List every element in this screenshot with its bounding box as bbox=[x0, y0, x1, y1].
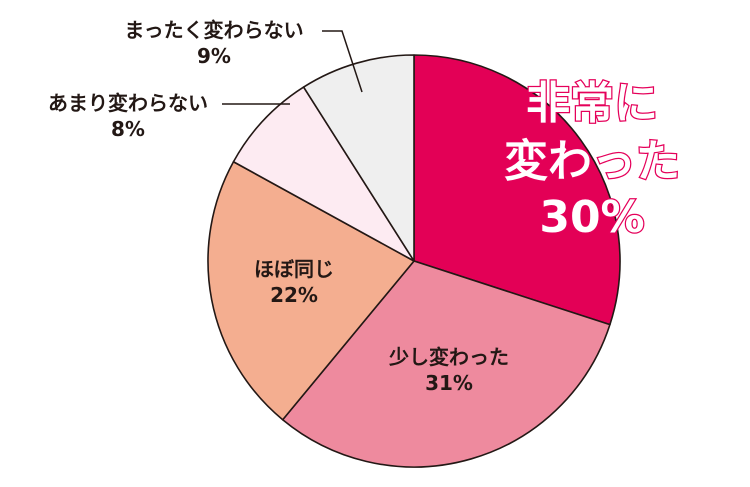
pie-slice-4 bbox=[232, 86, 415, 262]
pie-slice-3 bbox=[207, 160, 415, 421]
slice-label: 変わった bbox=[504, 136, 680, 187]
slice-label: あまり変わらない bbox=[48, 91, 208, 115]
pie-slice-2 bbox=[281, 260, 611, 468]
slice-label: まったく変わらない bbox=[124, 18, 303, 42]
slice-label: 非常に bbox=[526, 78, 658, 129]
leader-line bbox=[322, 30, 363, 93]
slice-value-label: 22% bbox=[270, 283, 318, 307]
slice-value-label: 31% bbox=[425, 371, 473, 395]
slice-value-label: 8% bbox=[111, 117, 145, 141]
pie-slice-5 bbox=[302, 54, 415, 262]
slice-label: ほぼ同じ bbox=[254, 257, 334, 281]
pie-slice-1 bbox=[413, 54, 621, 326]
slice-label: 少し変わった bbox=[388, 345, 509, 369]
slice-value-label: 30% bbox=[539, 192, 644, 243]
slice-value-label: 9% bbox=[197, 44, 231, 68]
